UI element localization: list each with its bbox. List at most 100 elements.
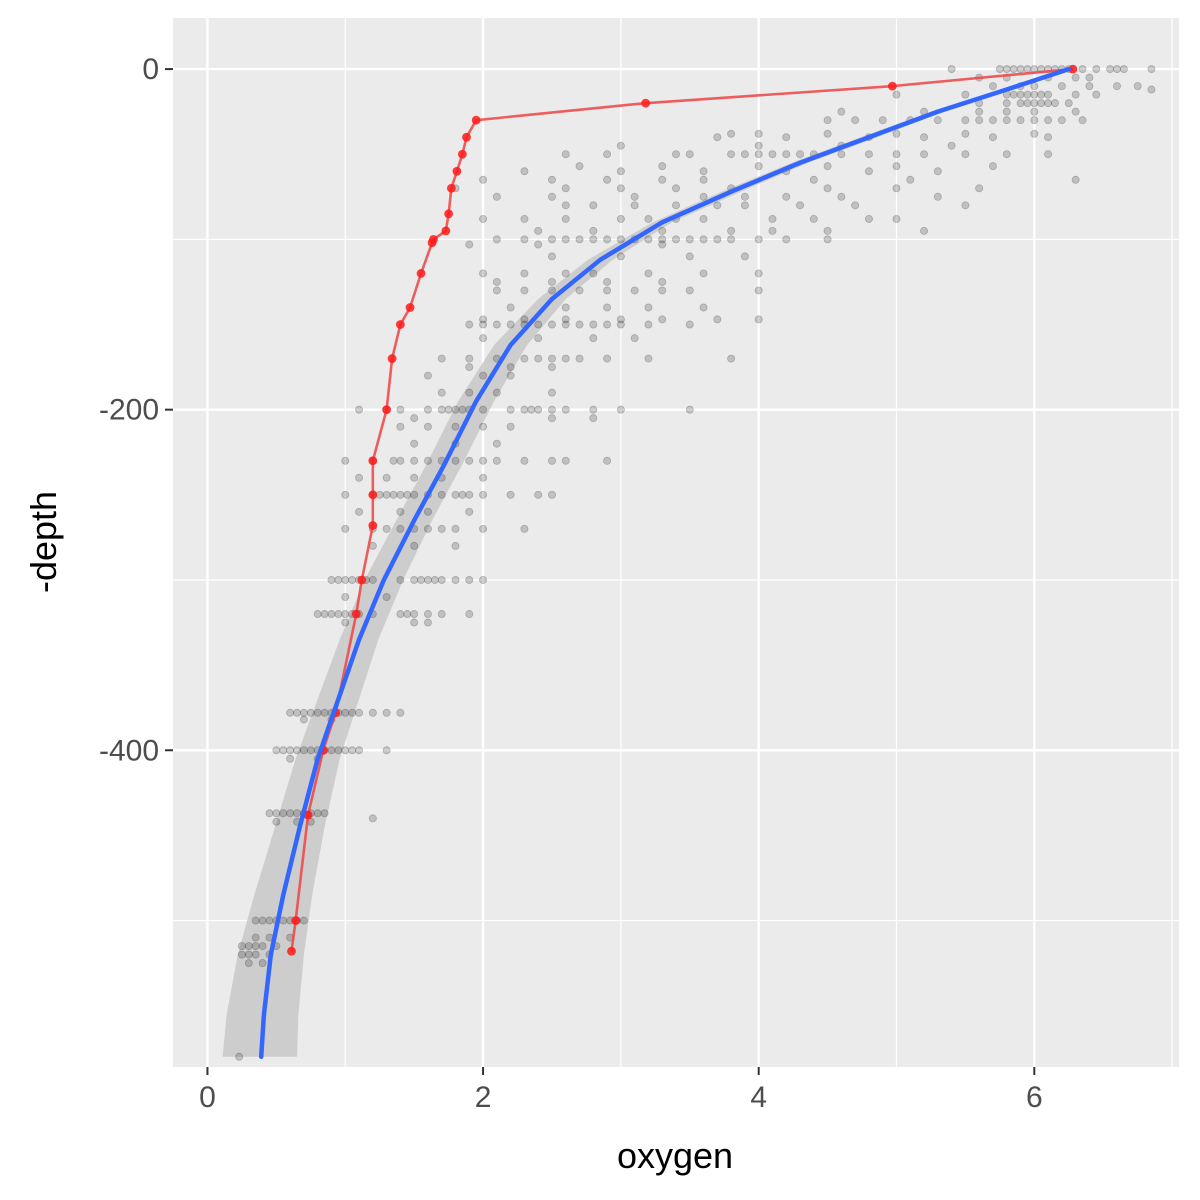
data-point [1016, 65, 1025, 74]
data-point [423, 618, 432, 627]
data-point [299, 708, 308, 717]
data-point [451, 541, 460, 550]
data-point [410, 456, 419, 465]
data-point [410, 541, 419, 550]
data-point [396, 708, 405, 717]
data-point [616, 214, 625, 223]
data-point [1030, 129, 1039, 138]
data-point [961, 150, 970, 159]
data-point [417, 575, 426, 584]
data-point [603, 286, 612, 295]
data-point [382, 592, 391, 601]
data-point [293, 746, 302, 755]
data-point [768, 226, 777, 235]
data-point [410, 473, 419, 482]
red-profile-point [446, 183, 456, 193]
red-profile-point [427, 238, 437, 248]
data-point [961, 90, 970, 99]
data-point [782, 192, 791, 201]
data-point [920, 226, 929, 235]
data-point [975, 184, 984, 193]
data-point [754, 269, 763, 278]
data-point [279, 746, 288, 755]
data-point [396, 422, 405, 431]
data-point [299, 746, 308, 755]
data-point [465, 575, 474, 584]
data-point [403, 610, 412, 619]
data-point [630, 192, 639, 201]
data-point [506, 320, 515, 329]
data-point [423, 456, 432, 465]
data-point [561, 354, 570, 363]
data-point [589, 226, 598, 235]
data-point [547, 354, 556, 363]
data-point [520, 286, 529, 295]
data-point [306, 708, 315, 717]
data-point [520, 214, 529, 223]
data-point [1071, 73, 1080, 82]
data-point [265, 809, 274, 818]
data-point [479, 524, 488, 533]
data-point [479, 315, 488, 324]
data-point [892, 90, 901, 99]
data-point [313, 610, 322, 619]
y-tick-label: 0 [142, 53, 159, 86]
data-point [685, 150, 694, 159]
data-point [520, 456, 529, 465]
data-point [348, 746, 357, 755]
data-point [740, 252, 749, 261]
data-point [616, 167, 625, 176]
data-point [658, 235, 667, 244]
data-point [237, 942, 246, 951]
data-point [520, 269, 529, 278]
data-point [451, 456, 460, 465]
data-point [782, 235, 791, 244]
data-point [672, 184, 681, 193]
data-point [547, 252, 556, 261]
data-point [479, 422, 488, 431]
data-point [458, 405, 467, 414]
data-point [348, 708, 357, 717]
data-point [920, 133, 929, 142]
data-point [1009, 90, 1018, 99]
data-point [237, 950, 246, 959]
data-point [244, 942, 253, 951]
data-point [1085, 82, 1094, 91]
data-point [382, 708, 391, 717]
data-point [506, 490, 515, 499]
data-point [561, 150, 570, 159]
data-point [658, 226, 667, 235]
data-point [479, 371, 488, 380]
data-point [644, 303, 653, 312]
data-point [754, 141, 763, 150]
data-point [341, 708, 350, 717]
data-point [410, 618, 419, 627]
data-point [1071, 107, 1080, 116]
data-point [603, 235, 612, 244]
data-point [1044, 150, 1053, 159]
data-point [754, 286, 763, 295]
data-point [355, 405, 364, 414]
data-point [244, 959, 253, 968]
data-point [851, 116, 860, 125]
data-point [947, 141, 956, 150]
data-point [561, 456, 570, 465]
data-point [451, 490, 460, 499]
data-point [727, 150, 736, 159]
data-point [320, 610, 329, 619]
data-point [561, 320, 570, 329]
data-point [547, 192, 556, 201]
red-profile-point [368, 521, 378, 530]
data-point [1023, 90, 1032, 99]
data-point [837, 150, 846, 159]
data-point [341, 592, 350, 601]
data-point [547, 286, 556, 295]
data-point [561, 405, 570, 414]
data-point [995, 65, 1004, 74]
data-point [423, 610, 432, 619]
red-profile-point [368, 456, 378, 466]
data-point [768, 150, 777, 159]
data-point [561, 184, 570, 193]
data-point [1044, 133, 1053, 142]
data-point [341, 610, 350, 619]
